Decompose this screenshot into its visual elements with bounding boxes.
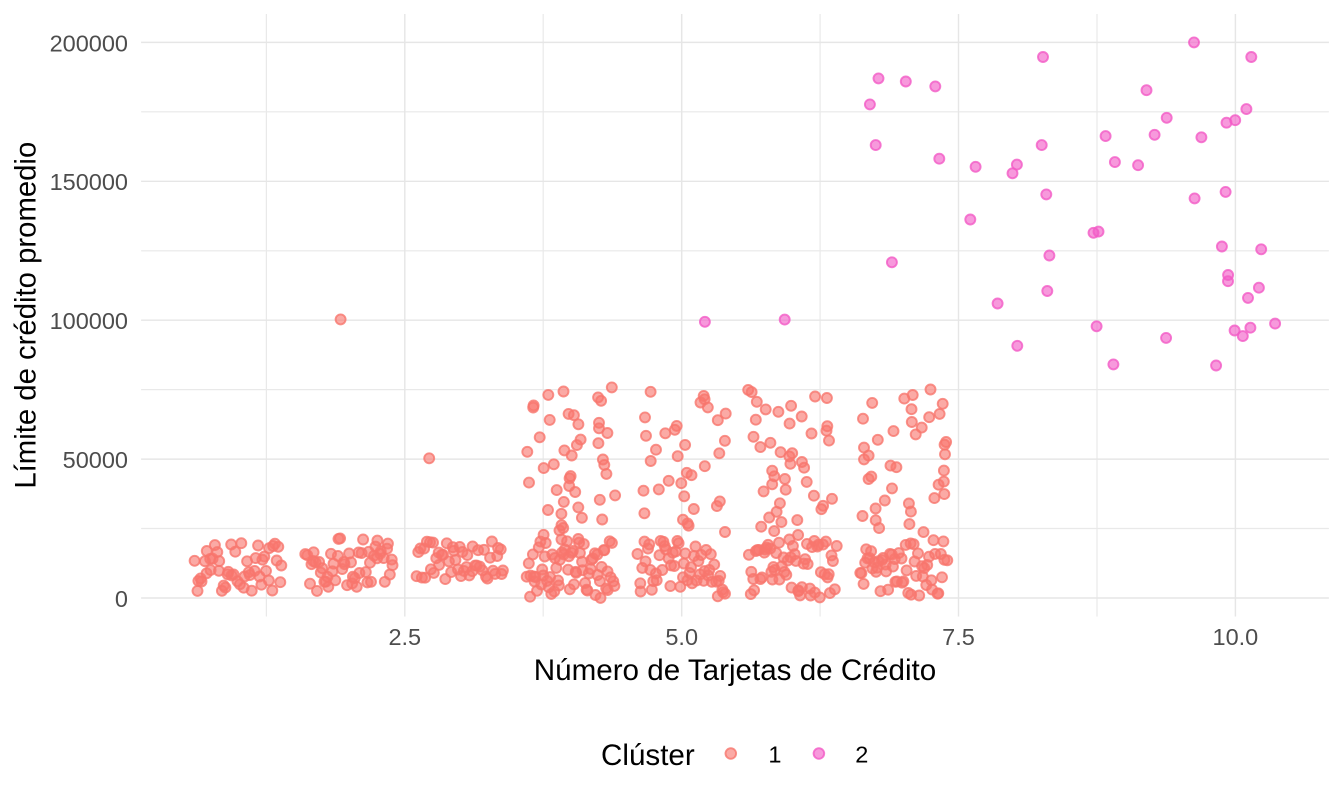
svg-text:5.0: 5.0	[665, 624, 698, 650]
svg-text:7.5: 7.5	[942, 624, 975, 650]
svg-text:10.0: 10.0	[1213, 624, 1259, 650]
svg-text:50000: 50000	[63, 447, 128, 473]
svg-text:1: 1	[768, 741, 781, 767]
svg-text:2.5: 2.5	[388, 624, 421, 650]
svg-text:Número de Tarjetas de Crédito: Número de Tarjetas de Crédito	[534, 654, 936, 687]
svg-text:100000: 100000	[50, 308, 128, 334]
svg-text:Clúster: Clúster	[601, 739, 695, 772]
svg-text:200000: 200000	[50, 30, 128, 56]
svg-text:2: 2	[855, 741, 868, 767]
svg-text:150000: 150000	[50, 169, 128, 195]
svg-text:0: 0	[115, 586, 128, 612]
svg-text:Límite de crédito promedio: Límite de crédito promedio	[10, 142, 43, 489]
